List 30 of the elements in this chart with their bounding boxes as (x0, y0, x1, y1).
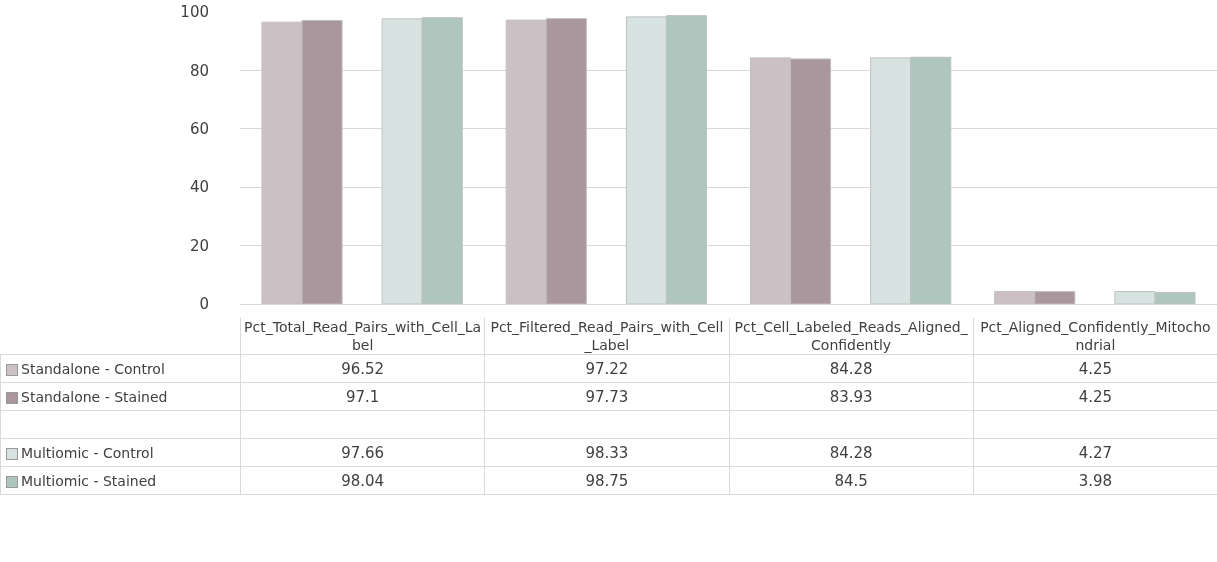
y-tick-label: 0 (199, 295, 209, 314)
data-label: 4.25 (973, 354, 1217, 383)
data-label: 97.66 (240, 438, 485, 467)
data-label: 4.25 (973, 382, 1217, 411)
legend-label: Multiomic - Control (21, 444, 154, 461)
x-tick-label: Pct_Total_Read_Pairs_with_Cell_Label (240, 318, 485, 355)
y-tick-label: 20 (189, 236, 209, 255)
data-label: 97.22 (484, 354, 729, 383)
data-label: 98.33 (484, 438, 729, 467)
y-tick-label: 40 (189, 178, 209, 197)
data-label: 4.27 (973, 438, 1217, 467)
data-label: 83.93 (729, 382, 974, 411)
x-tick-label: Pct_Filtered_Read_Pairs_with_Cell_Label (484, 318, 729, 355)
data-label: 84.28 (729, 354, 974, 383)
data-label: 3.98 (973, 466, 1217, 495)
x-tick-label: Pct_Cell_Labeled_Reads_Aligned_Confidently (729, 318, 974, 355)
y-tick-label: 100 (180, 3, 209, 22)
data-label: 97.73 (484, 382, 729, 411)
data-label: 96.52 (240, 354, 485, 383)
y-tick-label: 80 (189, 61, 209, 80)
data-label: 97.1 (240, 382, 485, 411)
legend-label: Standalone - Control (21, 360, 165, 377)
y-tick-label: 60 (189, 120, 209, 139)
data-label: 84.28 (729, 438, 974, 467)
data-label: 98.04 (240, 466, 485, 495)
data-label: 98.75 (484, 466, 729, 495)
legend-label: Multiomic - Stained (21, 472, 157, 489)
legend-label: Standalone - Stained (21, 388, 168, 405)
x-tick-label: Pct_Aligned_Confidently_Mitochondrial (973, 318, 1217, 355)
data-label: 84.5 (729, 466, 974, 495)
